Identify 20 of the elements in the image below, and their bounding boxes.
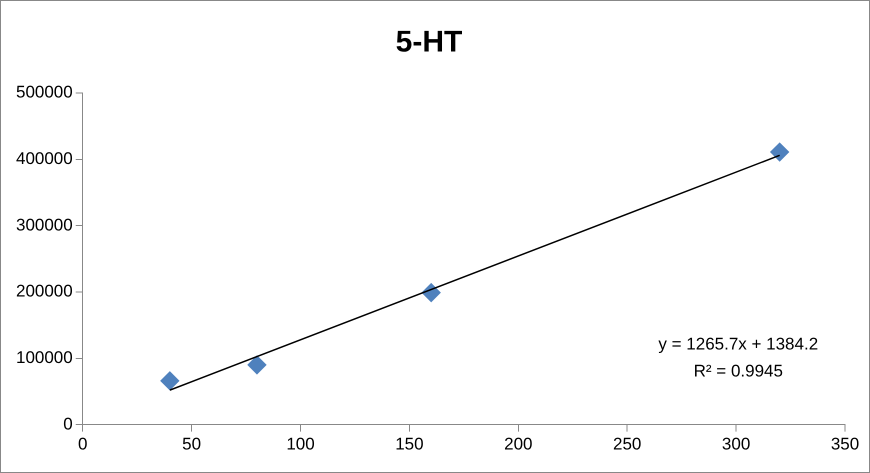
x-tick-label: 50 [182, 434, 202, 454]
point [247, 355, 266, 374]
x-tick-label: 100 [286, 434, 315, 454]
point [770, 142, 790, 162]
x-tick-label: 0 [78, 434, 88, 454]
x-tick-label: 150 [395, 434, 424, 454]
x-tick-label: 350 [830, 434, 860, 454]
y-tick-label: 100000 [16, 348, 73, 367]
y-tick-label: 400000 [16, 149, 73, 168]
annotation: y = 1265.7x + 1384.2 [658, 334, 818, 354]
y-tick-label: 200000 [16, 282, 73, 301]
annotation: R² = 0.9945 [694, 362, 783, 381]
point [160, 371, 180, 390]
x-tick-label: 300 [722, 434, 750, 454]
y-tick-label: 500000 [16, 82, 73, 102]
y-tick-label: 300000 [16, 215, 73, 234]
x-tick-label: 200 [504, 434, 532, 454]
chart-title: 5-HT [396, 25, 462, 58]
x-tick-label: 250 [613, 434, 642, 454]
y-tick-label: 0 [63, 414, 73, 434]
